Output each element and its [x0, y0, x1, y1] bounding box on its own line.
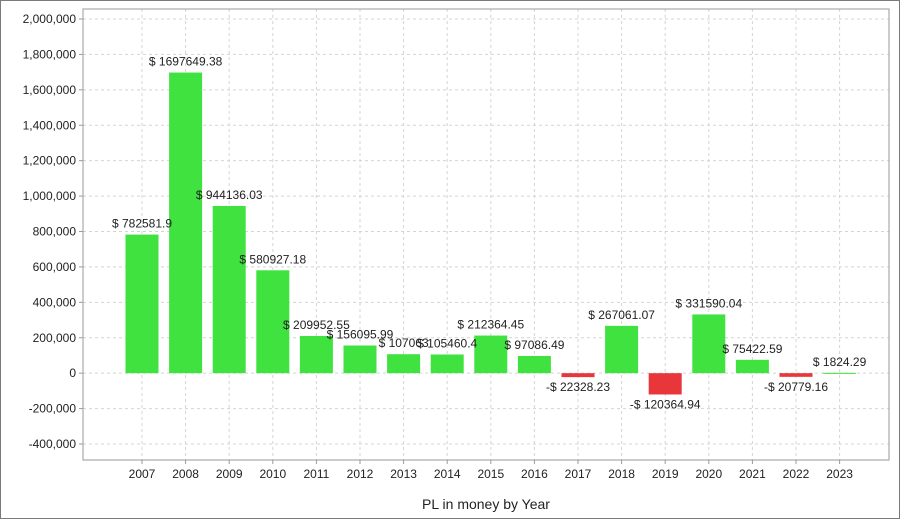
- x-axis-title: PL in money by Year: [422, 496, 550, 512]
- y-tick-label: -400,000: [29, 437, 77, 451]
- x-tick-label: 2023: [826, 467, 853, 481]
- bar: [256, 270, 290, 374]
- data-label: $ 267061.07: [588, 308, 655, 322]
- y-tick-label: 200,000: [33, 331, 77, 345]
- data-label: $ 1824.29: [813, 355, 867, 369]
- x-tick-label: 2015: [477, 467, 504, 481]
- x-tick-label: 2018: [608, 467, 635, 481]
- data-label: -$ 120364.94: [630, 397, 701, 411]
- x-tick-label: 2020: [695, 467, 722, 481]
- x-tick-label: 2017: [565, 467, 592, 481]
- data-label: $ 212364.45: [457, 318, 524, 332]
- bar: [561, 373, 595, 378]
- bar: [779, 373, 813, 377]
- x-tick-label: 2007: [129, 467, 156, 481]
- x-tick-label: 2009: [216, 467, 243, 481]
- bar: [648, 373, 682, 395]
- data-label: $ 944136.03: [196, 188, 263, 202]
- data-labels: $ 782581.9 $ 1697649.38 $ 944136.03 $ 58092…: [112, 55, 867, 412]
- x-tick-label: 2008: [172, 467, 199, 481]
- bar: [212, 205, 246, 374]
- bar: [169, 72, 203, 374]
- bar: [474, 335, 508, 374]
- bar: [125, 234, 159, 374]
- data-label: $ 107063: [379, 336, 429, 350]
- data-label: -$ 22328.23: [546, 380, 610, 394]
- bars: [125, 72, 857, 395]
- x-tick-label: 2019: [652, 467, 679, 481]
- data-label: $ 97086.49: [504, 338, 564, 352]
- data-label: $ 1697649.38: [149, 55, 223, 69]
- y-tick-label: 1,400,000: [23, 118, 77, 132]
- bar: [735, 359, 769, 374]
- bar: [692, 314, 726, 374]
- y-tick-label: 1,200,000: [23, 154, 77, 168]
- x-tick-label: 2011: [303, 467, 329, 481]
- bar: [823, 372, 857, 374]
- y-tick-label: 1,000,000: [23, 189, 77, 203]
- data-label: $ 156095.99: [327, 328, 394, 342]
- bar: [343, 345, 377, 374]
- bar: [605, 325, 639, 374]
- y-axis-ticks: -400,000 -200,000 0 200,000 400,000 600,000 80…: [23, 12, 83, 451]
- y-tick-label: 800,000: [33, 225, 77, 239]
- x-tick-label: 2014: [434, 467, 461, 481]
- data-label: $ 580927.18: [239, 252, 306, 266]
- x-axis-ticks: 2007 2008 2009 2010 2011 2012 2013 2014 2015 2016…: [129, 460, 853, 481]
- data-label: $ 75422.59: [722, 342, 782, 356]
- data-label: $ 209952.55: [283, 318, 350, 332]
- y-tick-label: 2,000,000: [23, 12, 77, 26]
- x-tick-label: 2013: [390, 467, 417, 481]
- y-tick-label: 0: [69, 366, 76, 380]
- x-tick-label: 2010: [259, 467, 286, 481]
- plot-area: [82, 8, 890, 461]
- y-tick-label: 400,000: [33, 295, 77, 309]
- data-label: $ 331590.04: [675, 296, 742, 310]
- bar: [299, 335, 333, 374]
- data-label: $ 782581.9: [112, 217, 172, 231]
- x-tick-label: 2022: [783, 467, 810, 481]
- data-label: -$ 20779.16: [764, 380, 828, 394]
- data-label: $ 105460.4: [417, 336, 477, 350]
- x-tick-label: 2016: [521, 467, 548, 481]
- bar: [517, 355, 551, 374]
- x-tick-label: 2012: [347, 467, 374, 481]
- bar: [430, 354, 464, 374]
- x-tick-label: 2021: [739, 467, 766, 481]
- y-tick-label: 1,600,000: [23, 83, 77, 97]
- y-tick-label: 600,000: [33, 260, 77, 274]
- bar: [387, 354, 421, 374]
- y-tick-label: -200,000: [29, 402, 77, 416]
- y-tick-label: 1,800,000: [23, 47, 77, 61]
